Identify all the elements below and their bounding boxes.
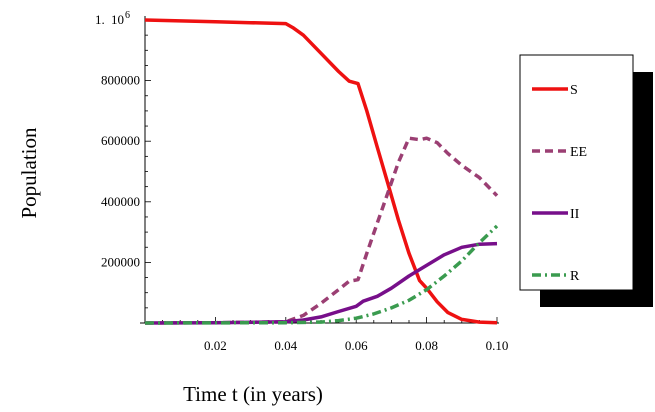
y-tick-label: 400000 xyxy=(101,194,140,209)
series-line-ii xyxy=(144,241,498,325)
y-tick-label: 600000 xyxy=(101,133,140,148)
legend: S EE II R xyxy=(519,54,653,307)
x-tick-label: 0.02 xyxy=(204,338,227,353)
x-tick-label: 0.06 xyxy=(345,338,368,353)
x-tick-label: 0.10 xyxy=(486,338,509,353)
y-top-label: 1. 10 6 xyxy=(95,10,130,27)
series-line-ee xyxy=(144,136,499,325)
y-tick-label: 200000 xyxy=(101,254,140,269)
x-tick-label: 0.04 xyxy=(274,338,297,353)
legend-label-r: R xyxy=(570,269,580,284)
series-layer xyxy=(144,18,499,325)
legend-label-s: S xyxy=(570,83,578,98)
x-axis-title: Time t (in years) xyxy=(183,382,323,406)
y-top-mantissa: 1. xyxy=(95,12,105,27)
y-top-exponent: 6 xyxy=(125,10,130,21)
y-tick-label: 800000 xyxy=(101,73,140,88)
x-tick-label: 0.08 xyxy=(415,338,438,353)
series-line-r xyxy=(144,224,499,325)
legend-label-ii: II xyxy=(570,207,580,222)
series-line-s xyxy=(144,18,498,325)
legend-box xyxy=(519,54,634,291)
y-axis-title: Population xyxy=(17,127,41,219)
y-top-base: 10 xyxy=(111,12,124,27)
legend-label-ee: EE xyxy=(570,145,587,160)
ticks: 200000 400000 600000 800000 0.02 0.04 0.06 0.08… xyxy=(101,19,509,353)
